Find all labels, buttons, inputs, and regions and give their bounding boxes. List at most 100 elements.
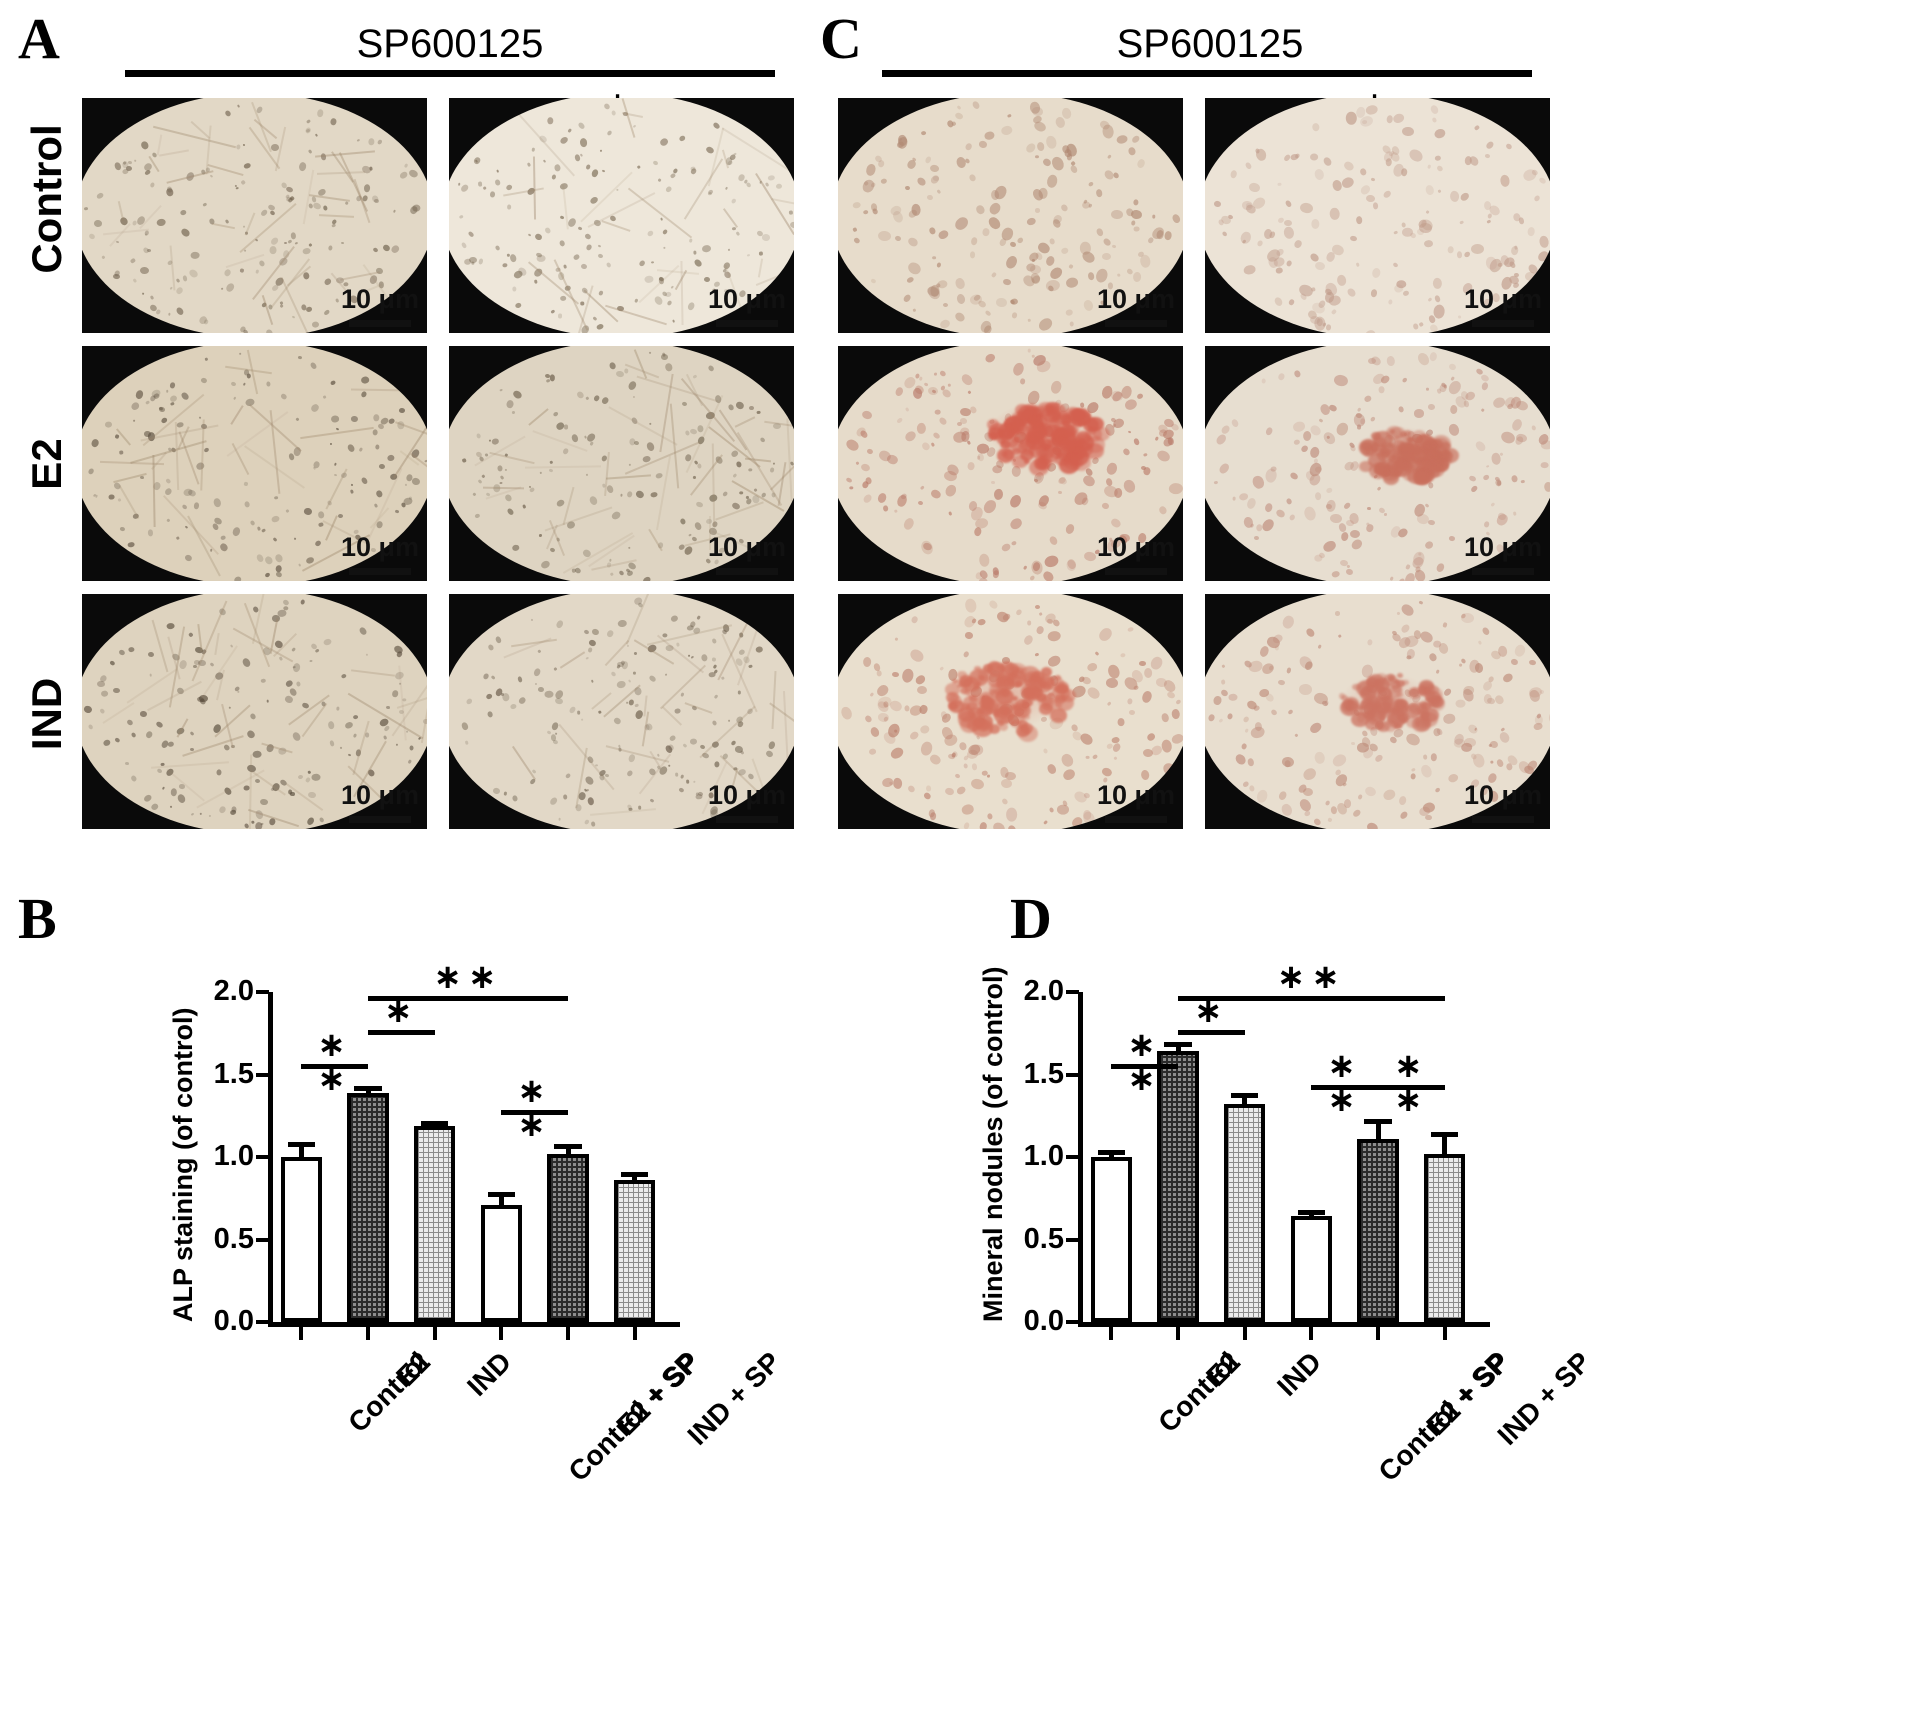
error-bar-stem (1442, 1132, 1448, 1154)
scale-bar-line (715, 816, 778, 823)
error-bar-cap (1231, 1092, 1259, 1098)
scale-bar-line (1471, 320, 1534, 327)
significance-line (1311, 1085, 1378, 1091)
scale-bar-label: 10 μm (1463, 779, 1542, 810)
x-tick-mark (366, 1327, 370, 1340)
chart-b-alp-staining: 0.0 0.5 1.0 1.5 2.0 ALP staining (of control)… (150, 930, 786, 1690)
scale-bar-label: 10 μm (340, 779, 419, 810)
micrograph-a-r2-c2: 10 μm (449, 346, 794, 581)
y-tick-label: 1.5 (1023, 1057, 1064, 1090)
micrograph-c-r1-c2: 10 μm (1205, 98, 1550, 333)
scale-bar-group: 10 μm (1464, 284, 1542, 327)
scale-bar-line (715, 568, 778, 575)
x-tick-mark (632, 1327, 637, 1340)
scale-bar-line (715, 320, 778, 327)
panel-a-header-rule (125, 70, 775, 77)
scale-bar-label: 10 μm (707, 779, 786, 810)
scale-bar-group: 10 μm (707, 531, 786, 575)
panel-letter-c: C (820, 6, 862, 71)
scale-bar-label: 10 μm (707, 531, 786, 562)
error-bar-cap (621, 1171, 649, 1177)
bar-e2 (1157, 1051, 1199, 1322)
micrograph-field (838, 98, 1183, 333)
micrograph-field (449, 346, 794, 581)
error-bar-stem (298, 1142, 304, 1157)
scale-bar-label: 10 μm (1096, 531, 1175, 562)
scale-bar-group: 10 μm (341, 284, 419, 327)
bar-ind (414, 1125, 456, 1322)
x-axis (268, 1322, 680, 1327)
y-tick-mark (1066, 1320, 1079, 1324)
x-tick-mark (566, 1327, 570, 1340)
scale-bar-group: 10 μm (340, 531, 419, 575)
panel-letter-d: D (1010, 886, 1052, 951)
scale-bar-line (348, 320, 411, 327)
x-tick-mark (1442, 1327, 1447, 1340)
scale-bar-line (1104, 816, 1167, 823)
micrograph-a-r1-c1: 10 μm (82, 98, 427, 333)
panel-a-row-label-ind: IND (23, 677, 70, 751)
y-tick-mark (1066, 1072, 1079, 1077)
scale-bar-label: 10 μm (1463, 531, 1542, 562)
significance-stars: ∗ ∗ (1327, 1046, 1362, 1121)
y-axis-label: ALP staining (of control) (168, 1007, 198, 1322)
significance-stars: ∗ ∗ (1394, 1046, 1429, 1121)
x-tick-mark (499, 1327, 504, 1340)
scale-bar-group: 10 μm (707, 283, 786, 327)
y-tick-mark (256, 1237, 269, 1242)
error-bar-cap (354, 1086, 382, 1092)
scale-bar-line (1104, 568, 1167, 575)
y-tick-label: 0.5 (213, 1222, 254, 1255)
x-tick-mark (432, 1327, 437, 1340)
micrograph-c-r2-c2: 10 μm (1205, 346, 1550, 581)
error-bar-cap (1364, 1119, 1392, 1125)
y-tick-mark (256, 1320, 269, 1324)
bar-ind-sp (614, 1180, 656, 1322)
micrograph-field (1205, 98, 1550, 333)
scale-bar-group: 10 μm (707, 779, 786, 823)
x-tick-mark (1176, 1327, 1180, 1340)
panel-letter-a: A (18, 6, 60, 71)
error-bar-cap (421, 1120, 449, 1126)
y-tick-mark (256, 1072, 269, 1077)
significance-line (1111, 1064, 1178, 1069)
significance-line (368, 996, 568, 1001)
micrograph-c-r2-c1: 10 μm (838, 346, 1183, 581)
significance-stars: ∗∗ (433, 957, 503, 997)
y-tick-mark (256, 990, 269, 994)
bar-ind-sp (1424, 1153, 1466, 1322)
error-bar-cap (1164, 1041, 1192, 1047)
micrograph-field (82, 346, 427, 581)
scale-bar-line (348, 568, 411, 575)
chart-d-mineral-nodules: 0.0 0.5 1.0 1.5 2.0 Mineral nodules (of contr… (960, 930, 1596, 1690)
panel-c-treatment-header: SP600125 (1116, 22, 1304, 66)
significance-line (1178, 1030, 1245, 1035)
x-tick-mark (1109, 1327, 1114, 1340)
error-bar-cap (1097, 1150, 1125, 1156)
y-tick-label: 2.0 (1023, 975, 1064, 1007)
scale-bar-label: 10 μm (707, 283, 786, 314)
bar-e2 (347, 1092, 389, 1322)
scale-bar-group: 10 μm (340, 779, 419, 823)
y-tick-label: 0.5 (1023, 1222, 1064, 1255)
y-tick-label: 1.0 (213, 1140, 254, 1172)
scale-bar-label: 10 μm (1096, 779, 1175, 810)
error-bar-cap (1431, 1132, 1459, 1138)
scale-bar-group: 10 μm (1096, 283, 1175, 327)
y-tick-mark (256, 1155, 269, 1159)
scale-bar-label: 10 μm (1096, 283, 1175, 314)
micrograph-field (82, 594, 427, 829)
y-axis (1078, 992, 1083, 1325)
micrograph-field (449, 98, 794, 333)
micrograph-field (838, 594, 1183, 829)
micrograph-field (449, 594, 794, 829)
scale-bar-label: 10 μm (340, 531, 419, 562)
micrograph-c-r3-c1: 10 μm (838, 594, 1183, 829)
significance-stars: ∗ ∗ (317, 1025, 352, 1099)
micrograph-field (82, 98, 427, 333)
y-tick-label: 0.0 (213, 1305, 254, 1337)
error-bar-cap (1297, 1209, 1325, 1215)
significance-stars: ∗∗ (1276, 957, 1346, 997)
significance-line (1178, 996, 1445, 1001)
micrograph-a-r3-c2: 10 μm (449, 594, 794, 829)
